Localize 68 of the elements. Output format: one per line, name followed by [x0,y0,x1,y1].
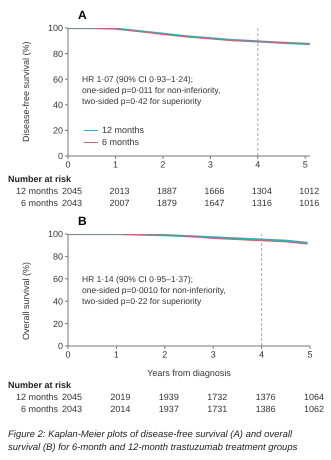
annotation: one-sided p=0·0010 for non-inferiority, [82,285,226,296]
text: 12 months [16,392,58,402]
text: 1316 [252,198,272,208]
y-axis-title: Disease-free survival (%) [21,41,32,142]
y-tick-label: 100 [48,23,63,34]
x-tick-label: 3 [210,349,216,360]
text: 1647 [204,198,224,208]
y-tick-label: 80 [52,48,63,59]
text: 1064 [304,392,324,402]
x-tick-label: 0 [65,159,71,170]
y-tick-label: 40 [52,100,63,110]
y-tick-label: 60 [52,274,63,284]
x-tick-label: 0 [65,349,71,360]
text: 1887 [156,186,177,196]
x-tick-label: 4 [259,349,264,360]
y-tick-label: 20 [52,318,63,329]
text: Number at risk [8,380,72,392]
text: 1939 [158,392,179,402]
text: 1016 [299,198,320,208]
annotation: one-sided p=0·011 for non-inferiority, [82,85,220,96]
y-tick-label: 100 [48,229,63,240]
y-tick-label: 80 [52,252,63,262]
x-tick-label: 2 [160,159,166,170]
text: 2043 [62,404,82,414]
text: 2019 [110,392,130,402]
text: 6 months [20,198,58,208]
x-tick-label: 5 [302,159,308,170]
text: 1062 [304,404,324,414]
y-tick-label: 60 [52,74,63,84]
text: 2007 [109,198,130,208]
y-tick-label: 0 [58,151,63,162]
chart-title: B [78,214,88,228]
x-axis-title: Years from diagnosis [147,368,232,378]
text: 2045 [62,392,82,402]
x-tick-label: 2 [162,349,168,360]
text: 6 months [20,404,58,414]
annotation: HR 1·14 (90% CI 0·95–1·37); [82,274,194,286]
x-tick-label: 5 [307,349,313,360]
y-tick-label: 40 [52,296,63,306]
annotation: two-sided p=0·42 for superiority [82,96,202,108]
caption: Figure 2: Kaplan-Meier plots of disease-free survival (A) and overall survival (B) for 6-month and 12-month trastuzumab treatment groups [8,428,298,454]
x-tick-label: 1 [114,349,119,360]
x-tick-label: 3 [208,159,213,170]
text: 1376 [256,392,276,402]
legend-label: 6 months [102,136,140,148]
legend-label: 12 months [102,124,144,136]
chart-title: A [78,8,88,22]
text: 1879 [156,198,177,208]
text: 1666 [204,186,224,196]
text: 12 months [16,186,58,196]
annotation: HR 1·07 (90% CI 0·93–1·24); [82,74,194,86]
text: 1937 [158,404,179,414]
text: 2013 [109,186,130,196]
text: 1304 [252,186,272,196]
text: 1732 [207,392,228,402]
text: 1386 [256,404,276,414]
x-tick-label: 4 [255,159,260,170]
x-tick-label: 1 [112,159,118,170]
y-tick-label: 20 [52,126,63,136]
text: 2014 [110,404,130,414]
y-tick-label: 0 [58,341,63,352]
text: 2043 [62,198,82,208]
annotation: two-sided p=0·22 for superiority [82,296,202,308]
text: 1731 [207,404,228,414]
text: 2045 [62,186,82,196]
text: 1012 [299,186,320,196]
y-axis-title: Overall survival (%) [21,262,32,340]
text: Number at risk [8,174,72,186]
